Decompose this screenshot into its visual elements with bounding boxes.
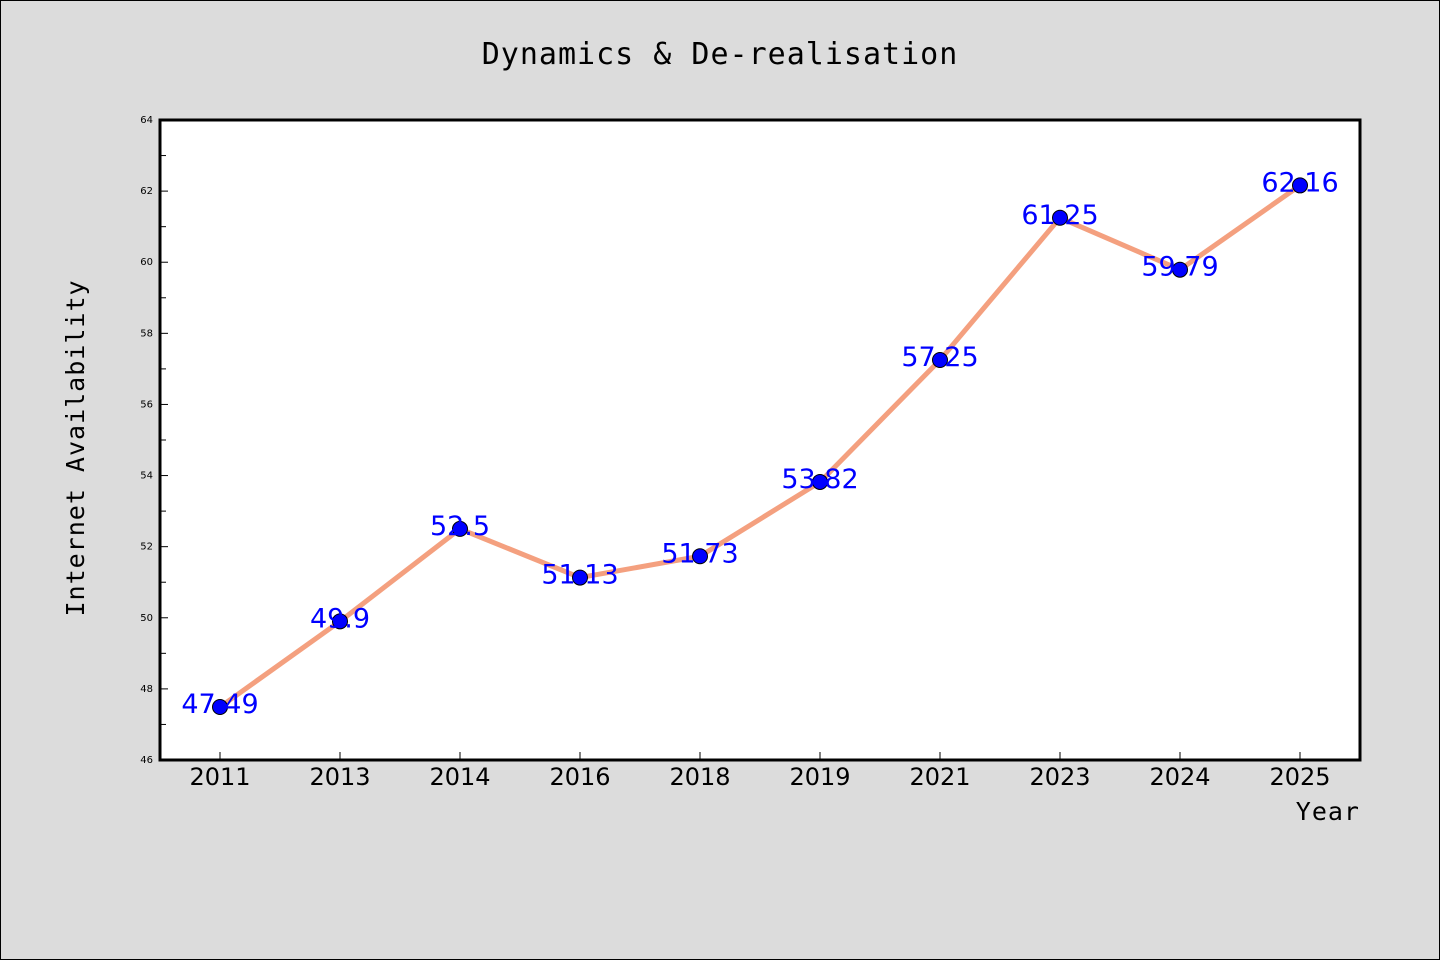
data-label-layer: 47.49 49.9 52.5 51.13 51.73 53.82 57.25 61.25 59… (181, 167, 1338, 720)
x-tick-label: 2019 (789, 763, 850, 791)
data-point (212, 699, 228, 716)
data-point (692, 548, 708, 565)
data-point (332, 613, 348, 630)
data-label: 51.13 (541, 560, 618, 591)
plot-area (160, 120, 1360, 760)
data-label: 59.79 (1141, 252, 1218, 283)
x-axis-label: Year (1296, 797, 1360, 826)
series-layer (212, 177, 1308, 716)
data-label: 61.25 (1021, 200, 1098, 231)
y-tick-label: 62 (140, 186, 153, 197)
data-point (452, 520, 468, 537)
data-label: 62.16 (1261, 167, 1338, 198)
y-tick-label: 60 (140, 257, 153, 268)
y-tick-label: 52 (140, 542, 153, 553)
x-tick-label: 2024 (1149, 763, 1210, 791)
data-point (1292, 177, 1308, 194)
y-tick-label: 58 (140, 328, 153, 339)
data-label: 57.25 (901, 342, 978, 373)
y-tick-label: 54 (140, 471, 153, 482)
data-label: 51.73 (661, 538, 738, 569)
y-tick-label: 46 (140, 755, 153, 766)
x-tick-label: 2025 (1269, 763, 1330, 791)
x-tick-label: 2021 (909, 763, 970, 791)
x-tick-label: 2018 (669, 763, 730, 791)
x-tick-label: 2023 (1029, 763, 1090, 791)
data-point (812, 473, 828, 490)
x-axis: 2011 2013 2014 2016 2018 2019 2021 2023 2024 2025 (189, 752, 1331, 791)
data-point (932, 352, 948, 368)
data-label: 47.49 (181, 689, 258, 720)
data-label: 53.82 (781, 464, 858, 495)
data-point (1052, 209, 1068, 226)
data-point (1172, 261, 1188, 278)
x-tick-label: 2014 (429, 763, 490, 791)
y-tick-label: 64 (140, 115, 153, 126)
y-tick-label: 50 (140, 613, 153, 624)
y-axis-label: Internet Availability (61, 279, 90, 616)
series-line (217, 182, 1303, 710)
x-tick-label: 2013 (309, 763, 370, 791)
chart-title: Dynamics & De-realisation (482, 37, 959, 72)
x-tick-label: 2011 (189, 763, 250, 791)
y-tick-label: 56 (140, 399, 153, 410)
plot-frame (158, 118, 1362, 762)
data-label: 52.5 (430, 511, 490, 542)
x-tick-label: 2016 (549, 763, 610, 791)
data-label: 49.9 (310, 603, 370, 634)
y-tick-label: 48 (140, 684, 153, 695)
data-point (572, 569, 588, 586)
